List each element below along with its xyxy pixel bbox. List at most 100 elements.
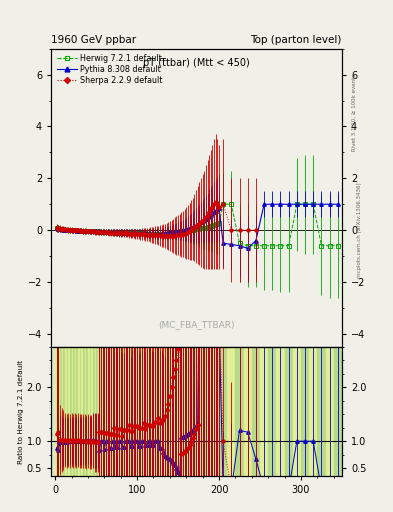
Bar (63, 347, 65, 476)
Bar (285, 347, 293, 476)
Bar (158, 347, 160, 476)
Legend: Herwig 7.2.1 default, Pythia 8.308 default, Sherpa 2.2.9 default: Herwig 7.2.1 default, Pythia 8.308 defau… (55, 53, 164, 87)
Bar (203, 347, 204, 476)
Bar (157, 347, 158, 476)
Bar (244, 347, 252, 476)
Bar (81, 347, 83, 476)
Bar (65, 347, 67, 476)
Bar (99, 347, 101, 476)
Bar (180, 347, 181, 476)
Bar (60, 347, 62, 476)
Bar (183, 347, 185, 476)
Bar (118, 347, 119, 476)
Bar (198, 347, 199, 476)
Bar (96, 347, 98, 476)
Bar (84, 347, 86, 476)
Bar (193, 347, 195, 476)
Bar (170, 347, 171, 476)
Bar (252, 347, 260, 476)
Bar (106, 347, 108, 476)
Bar (216, 347, 217, 476)
Bar (209, 347, 211, 476)
Bar (204, 347, 206, 476)
Bar (140, 347, 142, 476)
Bar (55, 347, 57, 476)
Bar (78, 347, 80, 476)
Bar (301, 347, 309, 476)
Bar (72, 347, 73, 476)
Bar (173, 347, 175, 476)
Bar (167, 347, 168, 476)
Bar (175, 347, 176, 476)
Bar (104, 347, 106, 476)
Bar (80, 347, 81, 476)
Bar (181, 347, 183, 476)
Bar (70, 347, 72, 476)
Bar (83, 347, 84, 476)
Bar (108, 347, 109, 476)
Bar (136, 347, 137, 476)
Bar (199, 347, 201, 476)
Bar (109, 347, 111, 476)
Bar (162, 347, 163, 476)
Bar (145, 347, 147, 476)
Bar (293, 347, 301, 476)
Bar (165, 347, 167, 476)
Bar (130, 347, 132, 476)
Bar (309, 347, 317, 476)
Bar (101, 347, 103, 476)
Bar (147, 347, 149, 476)
Bar (206, 347, 208, 476)
Bar (73, 347, 75, 476)
Bar (86, 347, 88, 476)
Bar (171, 347, 173, 476)
Bar (111, 347, 112, 476)
Bar (68, 347, 70, 476)
Bar (114, 347, 116, 476)
Bar (98, 347, 99, 476)
Bar (124, 347, 126, 476)
Bar (188, 347, 189, 476)
Bar (178, 347, 180, 476)
Text: Top (parton level): Top (parton level) (250, 35, 342, 45)
Bar (88, 347, 90, 476)
Bar (77, 347, 78, 476)
Bar (62, 347, 63, 476)
Text: mcplots.cern.ch [arXiv:1306.3436]: mcplots.cern.ch [arXiv:1306.3436] (357, 183, 362, 278)
Bar (219, 347, 227, 476)
Bar (168, 347, 170, 476)
Bar (142, 347, 144, 476)
Bar (334, 347, 342, 476)
Bar (144, 347, 145, 476)
Bar (127, 347, 129, 476)
Bar (154, 347, 155, 476)
Bar (122, 347, 124, 476)
Bar (208, 347, 209, 476)
Text: (MC_FBA_TTBAR): (MC_FBA_TTBAR) (158, 320, 235, 329)
Bar (59, 347, 60, 476)
Bar (116, 347, 118, 476)
Bar (160, 347, 162, 476)
Bar (112, 347, 114, 476)
Bar (94, 347, 96, 476)
Bar (260, 347, 268, 476)
Bar (195, 347, 196, 476)
Bar (235, 347, 244, 476)
Bar (201, 347, 203, 476)
Bar (227, 347, 235, 476)
Bar (139, 347, 140, 476)
Bar (75, 347, 77, 476)
Bar (276, 347, 285, 476)
Bar (119, 347, 121, 476)
Bar (132, 347, 134, 476)
Bar (217, 347, 219, 476)
Bar (186, 347, 188, 476)
Bar (137, 347, 139, 476)
Bar (185, 347, 186, 476)
Bar (176, 347, 178, 476)
Bar (155, 347, 157, 476)
Text: 1960 GeV ppbar: 1960 GeV ppbar (51, 35, 136, 45)
Y-axis label: Ratio to Herwig 7.2.1 default: Ratio to Herwig 7.2.1 default (18, 359, 24, 463)
Bar (191, 347, 193, 476)
Bar (150, 347, 152, 476)
